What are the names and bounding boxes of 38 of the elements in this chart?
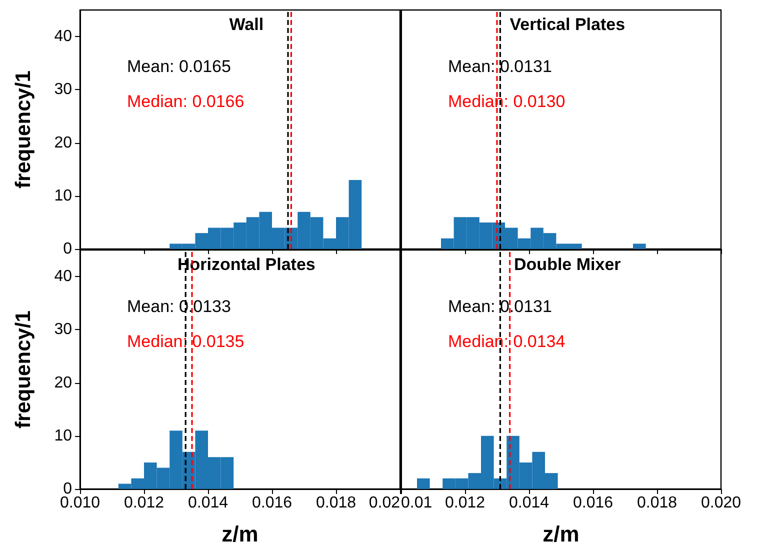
y-tick-label: 0: [63, 480, 72, 498]
ref-line-label: Mean: 0.0131: [448, 57, 552, 76]
y-tick-label: 0: [63, 240, 72, 258]
ref-line-label: Median: 0.0130: [448, 92, 566, 111]
y-tick-label: 30: [54, 321, 72, 338]
y-tick-label: 40: [54, 268, 72, 286]
x-tick-label: 0.010: [60, 494, 100, 512]
chart-title: Horizontal Plates: [177, 255, 316, 274]
x-tick-label: 0.02: [368, 494, 400, 512]
x-tick-label: 0.018: [636, 494, 678, 512]
y-tick-label: 10: [54, 187, 72, 204]
ref-line-label: Mean: 0.0165: [127, 57, 231, 76]
chart-title: Double Mixer: [514, 255, 622, 274]
ref-line-label: Mean: 0.0133: [127, 297, 231, 316]
ref-line-label: Mean: 0.0131: [448, 297, 552, 316]
chart-title: Vertical Plates: [510, 15, 626, 34]
x-tick-label: 0.016: [252, 494, 292, 512]
x-tick-label: 0.018: [316, 494, 356, 512]
x-tick-label: 0.020: [700, 494, 742, 512]
x-tick-label: 0.016: [572, 494, 614, 512]
y-tick-label: 10: [54, 427, 72, 444]
y-axis-title: frequency/1: [12, 70, 35, 188]
ref-line-label: Median: 0.0166: [127, 92, 244, 111]
y-tick-label: 20: [54, 134, 72, 152]
x-tick-label: 0.012: [124, 494, 164, 512]
chart-title: Wall: [229, 15, 264, 34]
x-tick-label: 0.01: [401, 494, 432, 512]
x-tick-label: 0.014: [188, 494, 228, 512]
ref-line-label: Median: 0.0134: [448, 332, 566, 351]
x-tick-label: 0.012: [444, 494, 486, 512]
y-tick-label: 30: [54, 81, 72, 98]
x-axis-title: z/m: [542, 522, 580, 546]
x-tick-label: 0.014: [508, 494, 550, 512]
y-tick-label: 40: [54, 28, 72, 46]
y-tick-label: 20: [54, 374, 72, 392]
ref-line-label: Median: 0.0135: [127, 332, 244, 351]
x-axis-title: z/m: [222, 522, 258, 546]
y-axis-title: frequency/1: [12, 310, 35, 428]
